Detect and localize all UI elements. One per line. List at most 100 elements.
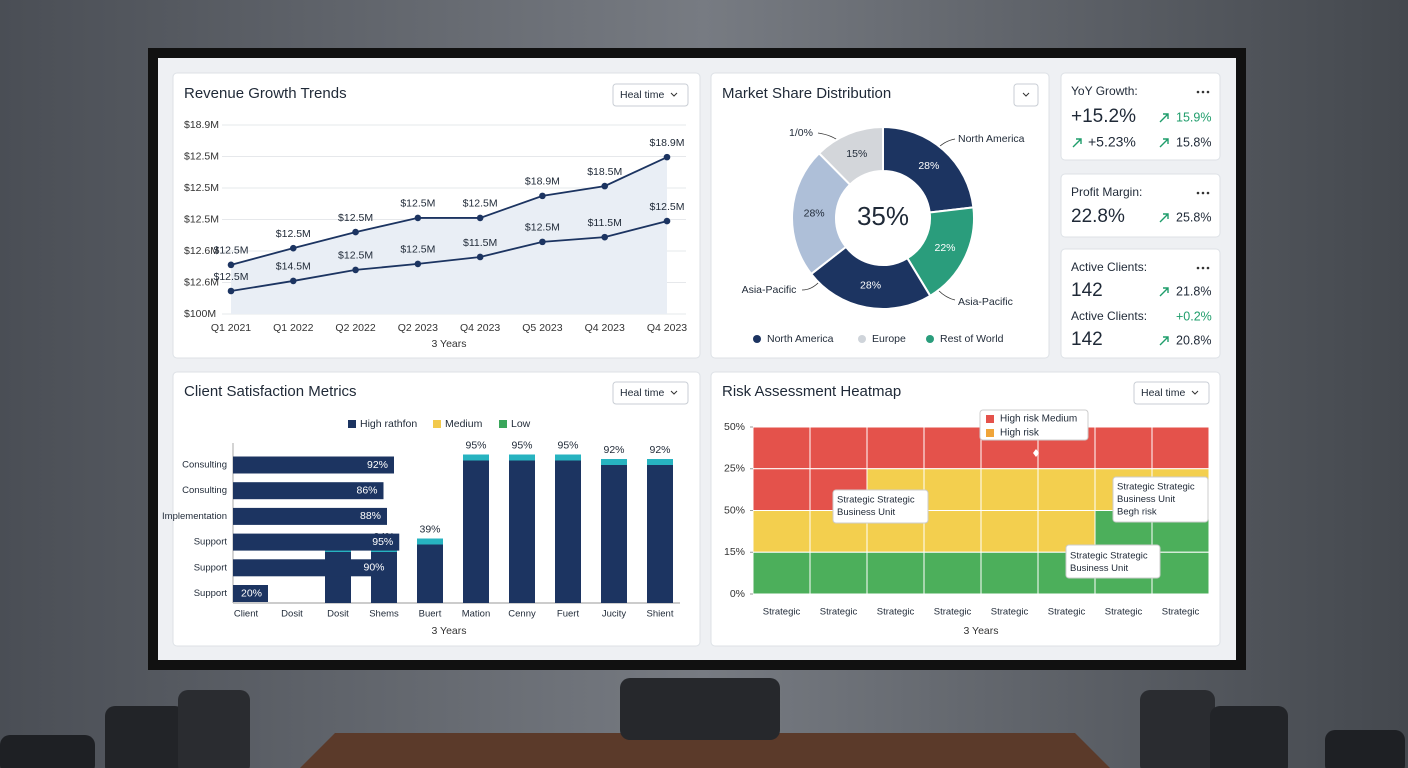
dropdown[interactable]: Heal time — [1133, 381, 1210, 405]
callout-text: Business Unit — [837, 507, 895, 518]
legend-swatch — [348, 420, 356, 428]
point-label: $18.9M — [649, 137, 684, 149]
dropdown-box[interactable] — [612, 381, 689, 405]
legend-swatch — [753, 335, 761, 343]
chair — [1140, 690, 1215, 768]
x-tick-label: Q4 2023 — [460, 322, 500, 334]
point-label: $12.5M — [276, 228, 311, 240]
menu-dots[interactable] — [1196, 90, 1210, 270]
y-tick-label: $100M — [184, 308, 216, 320]
callout-text: Strategic Strategic — [1117, 482, 1195, 493]
legend-swatch — [926, 335, 934, 343]
dropdown[interactable]: Heal time — [612, 381, 689, 405]
chair — [178, 690, 250, 768]
y-tick-label: 50% — [724, 421, 745, 433]
value-label: 88% — [360, 510, 381, 522]
kpi-card — [1060, 248, 1221, 359]
heat-cell — [980, 510, 1039, 553]
y-tick-label: 50% — [724, 504, 745, 516]
x-tick-label: Strategic — [877, 607, 915, 618]
pie-slice — [817, 125, 884, 186]
bar-segment — [601, 459, 627, 465]
overlay: 50% 25% 50% 15% 0% Strategic Strategic Strategi… — [724, 409, 1210, 637]
bar — [233, 507, 387, 525]
legend-label: North America — [767, 333, 834, 345]
x-tick-label: Q2 2022 — [335, 322, 375, 334]
dropdown-box[interactable] — [1013, 83, 1039, 107]
value-label: 92% — [603, 444, 624, 456]
callout-text: Business Unit — [1117, 494, 1175, 505]
legend-label: High risk — [1000, 428, 1040, 439]
point — [227, 287, 235, 295]
y-tick-label: $12.6M — [184, 245, 219, 257]
legend-swatch — [499, 420, 507, 428]
pie-slice — [791, 151, 852, 276]
annotation: Asia-Pacific — [742, 284, 797, 296]
legend-swatch — [858, 335, 866, 343]
value-label: 20% — [241, 587, 262, 599]
x-tick-label: Jucity — [602, 609, 627, 620]
dropdown[interactable]: Heal time — [612, 83, 689, 107]
heat-cell — [752, 426, 811, 470]
y-tick-label: $12.6M — [184, 276, 219, 288]
point-label: $11.5M — [463, 237, 497, 249]
point-label: $12.5M — [213, 271, 248, 283]
point — [476, 214, 484, 222]
point — [601, 233, 609, 241]
kpi-extra: +5.23% — [1088, 134, 1136, 150]
point — [289, 277, 297, 285]
value-label: 39% — [419, 523, 440, 535]
value-label: 95% — [372, 536, 393, 548]
dropdown-box[interactable] — [1133, 381, 1210, 405]
kpi-change: 15.8% — [1176, 135, 1211, 149]
line — [230, 156, 668, 266]
marker — [1033, 449, 1039, 457]
dropdown-label[interactable]: Heal time — [620, 89, 665, 101]
x-tick-label: Q5 2023 — [522, 322, 562, 334]
slice-label: 28% — [860, 280, 881, 292]
callout-box — [1112, 476, 1209, 523]
callout-text: Business Unit — [1070, 563, 1128, 574]
point — [663, 217, 671, 225]
value-label: 86% — [356, 484, 377, 496]
heat-cell — [866, 426, 925, 470]
point-label: $18.5M — [587, 166, 622, 178]
point-label: $14.5M — [276, 261, 311, 273]
chair — [0, 735, 95, 768]
dropdown[interactable] — [1013, 83, 1039, 107]
heat-cell — [809, 551, 868, 595]
legend-box — [979, 409, 1089, 441]
kpi-change: 21.8% — [1176, 284, 1211, 298]
heat-cell — [1037, 468, 1096, 511]
y-tick-label: Implementation — [162, 511, 227, 522]
bar — [233, 456, 394, 474]
x-tick-label: Shems — [369, 609, 399, 620]
kpi-change: 25.8% — [1176, 210, 1211, 224]
heat-cell — [980, 468, 1039, 511]
dropdown-label[interactable]: Heal time — [620, 387, 665, 399]
pie-slice — [809, 245, 932, 310]
point — [289, 244, 297, 252]
x-tick-label: Q1 2022 — [273, 322, 313, 334]
point-label: $12.5M — [338, 212, 373, 224]
kpi-title: Profit Margin: — [1071, 185, 1142, 199]
legend-label: Rest of World — [940, 333, 1004, 345]
annotation: Asia-Pacific — [958, 296, 1013, 308]
value-label: 90% — [363, 562, 384, 574]
point-label: $12.5M — [649, 201, 684, 213]
x-tick-label: Fuert — [557, 609, 580, 620]
y-tick-label: Consulting — [182, 460, 227, 471]
point-label: $12.5M — [400, 244, 435, 256]
x-tick-label: Cenny — [508, 609, 536, 620]
point-label: $18.9M — [525, 176, 560, 188]
dropdown-box[interactable] — [612, 83, 689, 107]
dropdown-label[interactable]: Heal time — [1141, 387, 1186, 399]
legend-swatch — [986, 415, 994, 423]
x-tick-label: Q4 2023 — [647, 322, 687, 334]
x-axis-label: 3 Years — [431, 625, 466, 637]
kpi-value: +15.2% — [1071, 106, 1136, 127]
y-tick-label: 25% — [724, 463, 745, 475]
heat-cell — [923, 551, 982, 595]
heat-cell — [1094, 426, 1153, 470]
kpi-value: 142 — [1071, 329, 1103, 350]
